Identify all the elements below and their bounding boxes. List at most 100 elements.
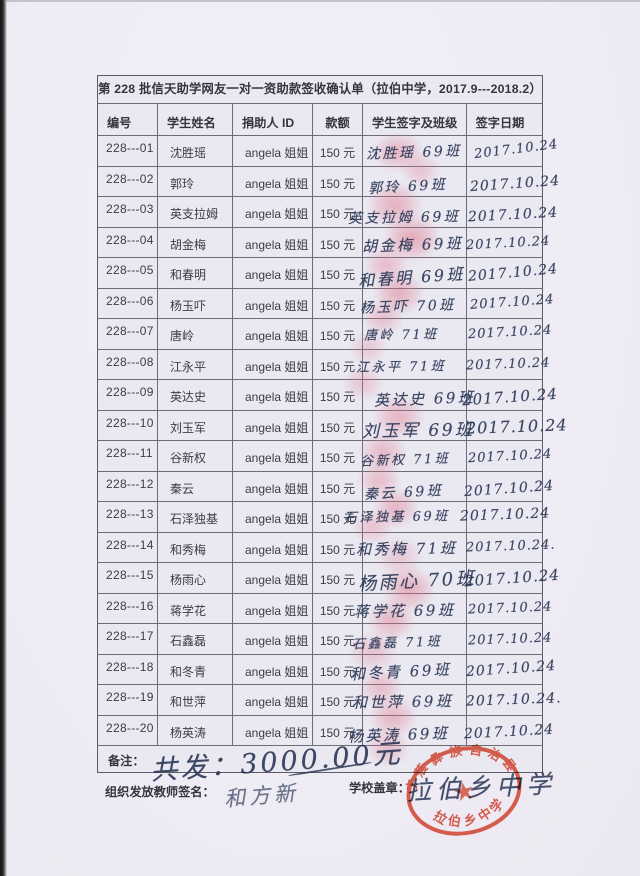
cell-donor-id: angela 姐姐 [232,502,312,533]
table-row: 228---18 和冬青 angela 姐姐 150 元 [98,654,542,685]
school-stamp-label: 学校盖章： [349,781,410,795]
cell-id: 228---10 [98,411,157,441]
cell-id: 228---03 [98,197,157,228]
confirmation-table: 第 228 批信天助学网友一对一资助款签收确认单（拉伯中学，2017.9---2… [97,75,543,773]
cell-donor-id: angela 姐姐 [232,410,312,441]
cell-id: 228---14 [98,533,157,563]
table-row: 228---13 石泽独基 angela 姐姐 150 元 [98,502,542,533]
cell-id: 228---09 [98,380,157,411]
cell-signature-space [362,654,466,685]
table-row: 228---12 秦云 angela 姐姐 150 元 [98,471,542,502]
cell-signature-space [362,624,466,655]
table-row: 228---16 蒋学花 angela 姐姐 150 元 [98,593,542,624]
cell-donor-id: angela 姐姐 [232,227,312,258]
cell-date-space [465,288,542,319]
cell-student-name: 英支拉姆 [157,197,232,228]
table-row: 228---11 谷新权 angela 姐姐 150 元 [98,441,542,472]
cell-donor-id: angela 姐姐 [232,166,312,197]
cell-student-name: 杨英涛 [157,715,232,746]
scan-edge-left [0,0,7,876]
student-signature-handwriting: 英支拉姆 69班 [347,209,461,227]
sign-date-handwriting: 2017.10.24 [465,355,551,373]
student-signature-handwriting: 胡金梅 69班 [361,233,464,256]
header-col-sign-date: 签字日期 [465,104,542,136]
cell-id: 228---07 [98,319,157,350]
cell-date-space [465,197,542,228]
cell-donor-id: angela 姐姐 [232,197,312,228]
cell-id: 228---17 [98,624,157,655]
cell-donor-id: angela 姐姐 [232,258,312,289]
school-seal-stamp: ★ 宁蒗彝族自治县 拉伯 乡中学 [403,742,522,836]
table-row: 228---05 和春明 angela 姐姐 150 元 [98,258,542,289]
cell-date-space [465,471,542,502]
cell-amount: 150 元 [312,410,362,441]
cell-amount: 150 元 [312,471,362,502]
cell-donor-id: angela 姐姐 [232,563,312,594]
scan-edge-top [0,0,640,2]
cell-id: 228---04 [98,228,157,258]
sign-date-handwriting: 2017.10.24 [459,505,551,525]
cell-donor-id: angela 姐姐 [232,593,312,624]
seal-char: 宁 [403,778,420,793]
cell-amount: 150 元 [312,715,362,746]
cell-signature-space [362,593,466,624]
sign-date-handwriting: 2017.10.24 [467,630,553,649]
cell-donor-id: angela 姐姐 [232,380,312,411]
sign-date-handwriting: 2017.10.24 [467,204,559,226]
cell-amount: 150 元 [312,319,362,350]
cell-amount: 150 元 [312,502,362,533]
table-row: 228---15 杨雨心 angela 姐姐 150 元 [98,563,542,594]
table-row: 228---20 杨英涛 angela 姐姐 150 元 [98,715,542,746]
cell-student-name: 谷新权 [157,441,232,472]
form-title: 第 228 批信天助学网友一对一资助款签收确认单（拉伯中学，2017.9---2… [98,76,542,104]
cell-amount: 150 元 [312,441,362,472]
table-row: 228---19 和世萍 angela 姐姐 150 元 [98,685,542,716]
cell-amount: 150 元 [312,227,362,258]
cell-amount: 150 元 [312,563,362,594]
cell-id: 228---20 [98,716,157,746]
cell-amount: 150 元 [312,593,362,624]
cell-date-space [465,441,542,472]
cell-id: 228---19 [98,685,157,716]
cell-date-space [465,258,542,289]
cell-id: 228---02 [98,167,157,197]
cell-id: 228---18 [98,655,157,685]
cell-student-name: 和世萍 [157,685,232,716]
cell-id: 228---11 [98,441,157,472]
cell-donor-id: angela 姐姐 [232,654,312,685]
seal-star-icon: ★ [450,776,478,808]
table-row: 228---01 沈胜瑶 angela 姐姐 150 元 [98,136,542,167]
cell-signature-space [362,136,466,167]
cell-amount: 150 元 [312,532,362,563]
cell-id: 228---01 [98,136,157,167]
seal-char: 族 [448,743,464,760]
cell-student-name: 蒋学花 [157,593,232,624]
cell-student-name: 胡金梅 [157,227,232,258]
student-signature-handwriting: 唐岭 71班 [363,327,439,344]
cell-student-name: 唐岭 [157,319,232,350]
cell-date-space [465,410,542,441]
cell-amount: 150 元 [312,197,362,228]
table-row: 228---10 刘玉军 angela 姐姐 150 元 [98,410,542,441]
cell-amount: 150 元 [312,136,362,167]
student-signature-handwriting: 英达史 69班 [373,388,476,410]
table-row: 228---03 英支拉姆 angela 姐姐 150 元 [98,197,542,228]
cell-date-space [465,624,542,655]
cell-date-space [465,136,542,167]
cell-signature-space [362,380,466,411]
cell-id: 228---12 [98,472,157,502]
cell-donor-id: angela 姐姐 [232,441,312,472]
cell-student-name: 江永平 [157,349,232,380]
cell-signature-space [362,685,466,716]
cell-date-space [465,715,542,746]
seal-char: 自 [469,742,484,759]
cell-date-space [465,166,542,197]
cell-amount: 150 元 [312,288,362,319]
cell-date-space [465,532,542,563]
cell-id: 228---05 [98,258,157,289]
cell-donor-id: angela 姐姐 [232,532,312,563]
sign-date-handwriting: 2017.10.24. [465,690,562,710]
cell-donor-id: angela 姐姐 [232,471,312,502]
cell-donor-id: angela 姐姐 [232,715,312,746]
header-col-amount: 款额 [312,104,362,136]
